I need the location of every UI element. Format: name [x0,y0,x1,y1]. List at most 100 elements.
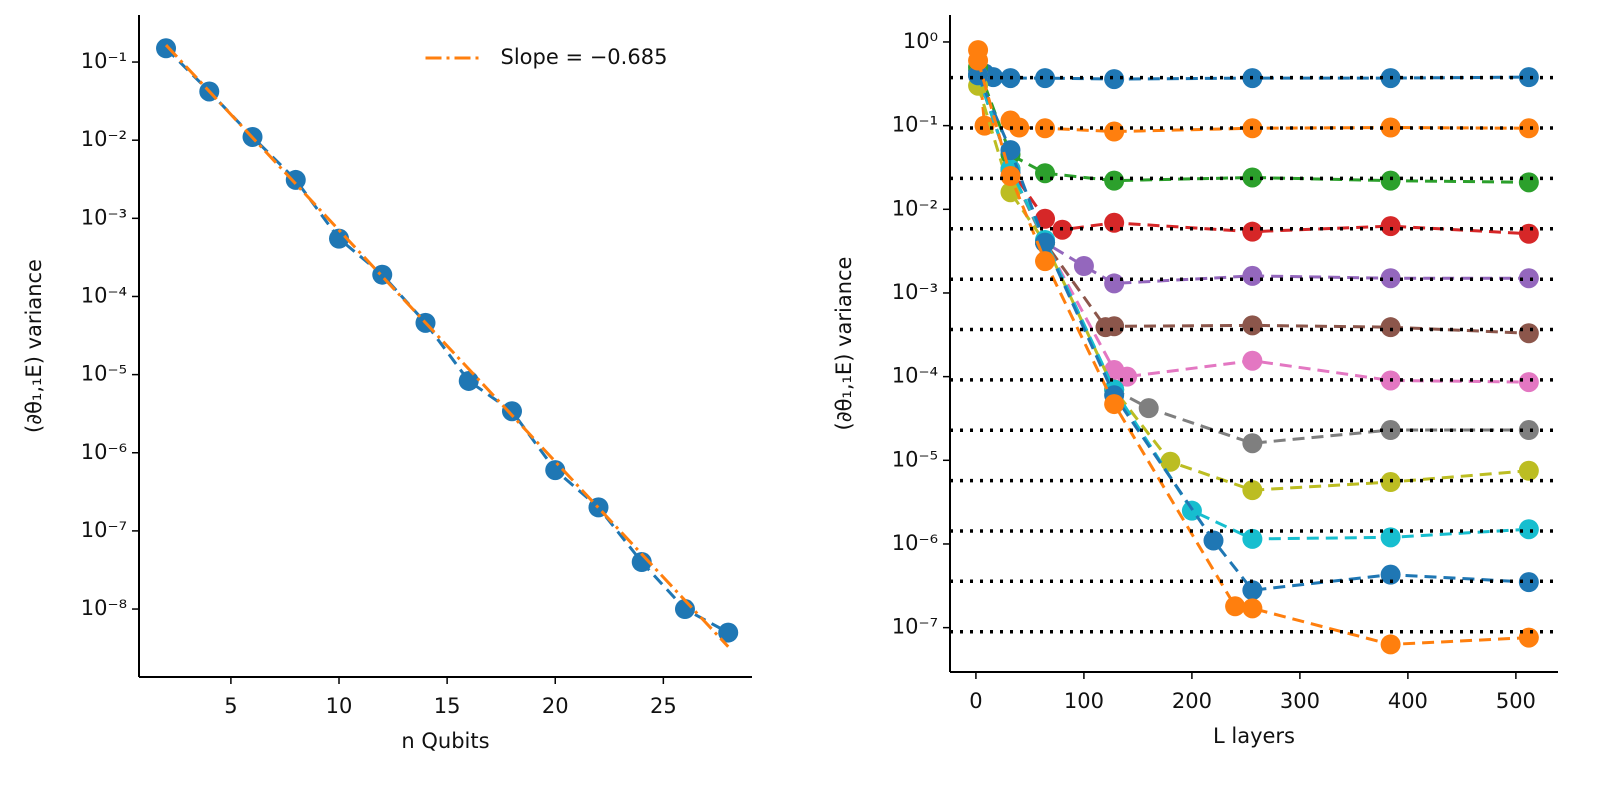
data-point [1518,627,1539,648]
data-point [1104,273,1125,294]
y-tick-label: 10⁻² [892,196,938,220]
x-tick-label: 20 [542,694,569,718]
x-axis-label: n Qubits [401,729,489,753]
data-point [1035,118,1056,139]
series-line [976,74,1529,236]
data-point [1242,221,1263,242]
data-point [1518,323,1539,344]
data-point [1104,316,1125,337]
y-tick-label: 10⁻¹ [81,49,127,73]
data-point [1380,527,1401,548]
data-point [1518,172,1539,193]
data-point [1104,170,1125,191]
y-tick-label: 10⁻³ [81,205,127,229]
data-point [329,228,350,249]
x-tick-label: 500 [1496,689,1536,713]
data-point [631,551,652,572]
data-point [1242,480,1263,501]
data-point [1104,394,1125,415]
data-point [1117,366,1138,387]
data-point [458,370,479,391]
data-point [1518,223,1539,244]
series-line [976,60,1529,646]
series-line [976,74,1529,445]
data-point [968,50,989,71]
data-point [545,460,566,481]
y-tick-label: 10⁰ [903,29,938,53]
y-tick-label: 10⁻³ [892,280,938,304]
y-tick-label: 10⁻⁷ [892,615,938,639]
data-point [285,169,306,190]
data-point [718,622,739,643]
data-point [1518,519,1539,540]
data-point [1104,212,1125,233]
data-point [1000,140,1021,161]
x-tick-label: 25 [650,694,677,718]
x-tick-label: 15 [434,694,461,718]
x-tick-label: 300 [1280,689,1320,713]
x-tick-label: 10 [326,694,353,718]
data-point [1242,315,1263,336]
series-line [976,74,1529,285]
data-point [1104,69,1125,90]
data-point [1242,598,1263,619]
data-point [1035,163,1056,184]
data-point [1242,580,1263,601]
series-line [976,85,1529,492]
data-point [1242,265,1263,286]
data-point [1035,208,1056,229]
data-point [1518,372,1539,393]
data-point [1518,460,1539,481]
data-point [1104,121,1125,142]
data-point [1138,398,1159,419]
legend-label: Slope = −0.685 [501,45,668,69]
data-point [1380,564,1401,585]
data-point [1380,634,1401,655]
data-point [1181,500,1202,521]
y-tick-label: 10⁻⁵ [81,362,127,386]
y-tick-label: 10⁻⁶ [892,531,938,555]
y-tick-label: 10⁻⁷ [81,518,127,542]
data-point [1242,350,1263,371]
x-tick-label: 200 [1172,689,1212,713]
data-point [1225,596,1246,617]
data-point [983,67,1004,88]
data-point [156,38,177,59]
x-tick-label: 5 [224,694,237,718]
y-tick-label: 10⁻² [81,127,127,151]
x-tick-label: 400 [1388,689,1428,713]
data-point [1380,317,1401,338]
series-line [164,47,729,634]
y-tick-label: 10⁻⁴ [81,283,127,307]
y-tick-label: 10⁻⁵ [892,447,938,471]
x-tick-label: 0 [969,689,982,713]
data-point [501,401,522,422]
series-line [164,44,730,648]
data-point [1518,268,1539,289]
data-point [1203,530,1224,551]
data-point [1073,256,1094,277]
data-point [1035,68,1056,89]
data-point [1035,251,1056,272]
x-axis-label: L layers [1213,724,1295,748]
data-point [1242,433,1263,454]
y-tick-label: 10⁻⁶ [81,440,127,464]
y-tick-label: 10⁻⁴ [892,364,938,388]
data-point [1380,216,1401,237]
data-point [1518,420,1539,441]
data-point [1518,572,1539,593]
data-point [1000,166,1021,187]
data-point [1518,67,1539,88]
data-point [1518,118,1539,139]
y-axis-label: (∂θ₁,₁E) variance [22,259,46,433]
data-point [1380,170,1401,191]
y-axis-label: (∂θ₁,₁E) variance [832,257,856,431]
data-point [1009,117,1030,138]
data-point [1160,451,1181,472]
data-point [1000,182,1021,203]
y-tick-label: 10⁻⁸ [81,596,127,620]
series-line [976,74,1529,592]
series-line [976,74,1529,541]
data-point [974,115,995,136]
